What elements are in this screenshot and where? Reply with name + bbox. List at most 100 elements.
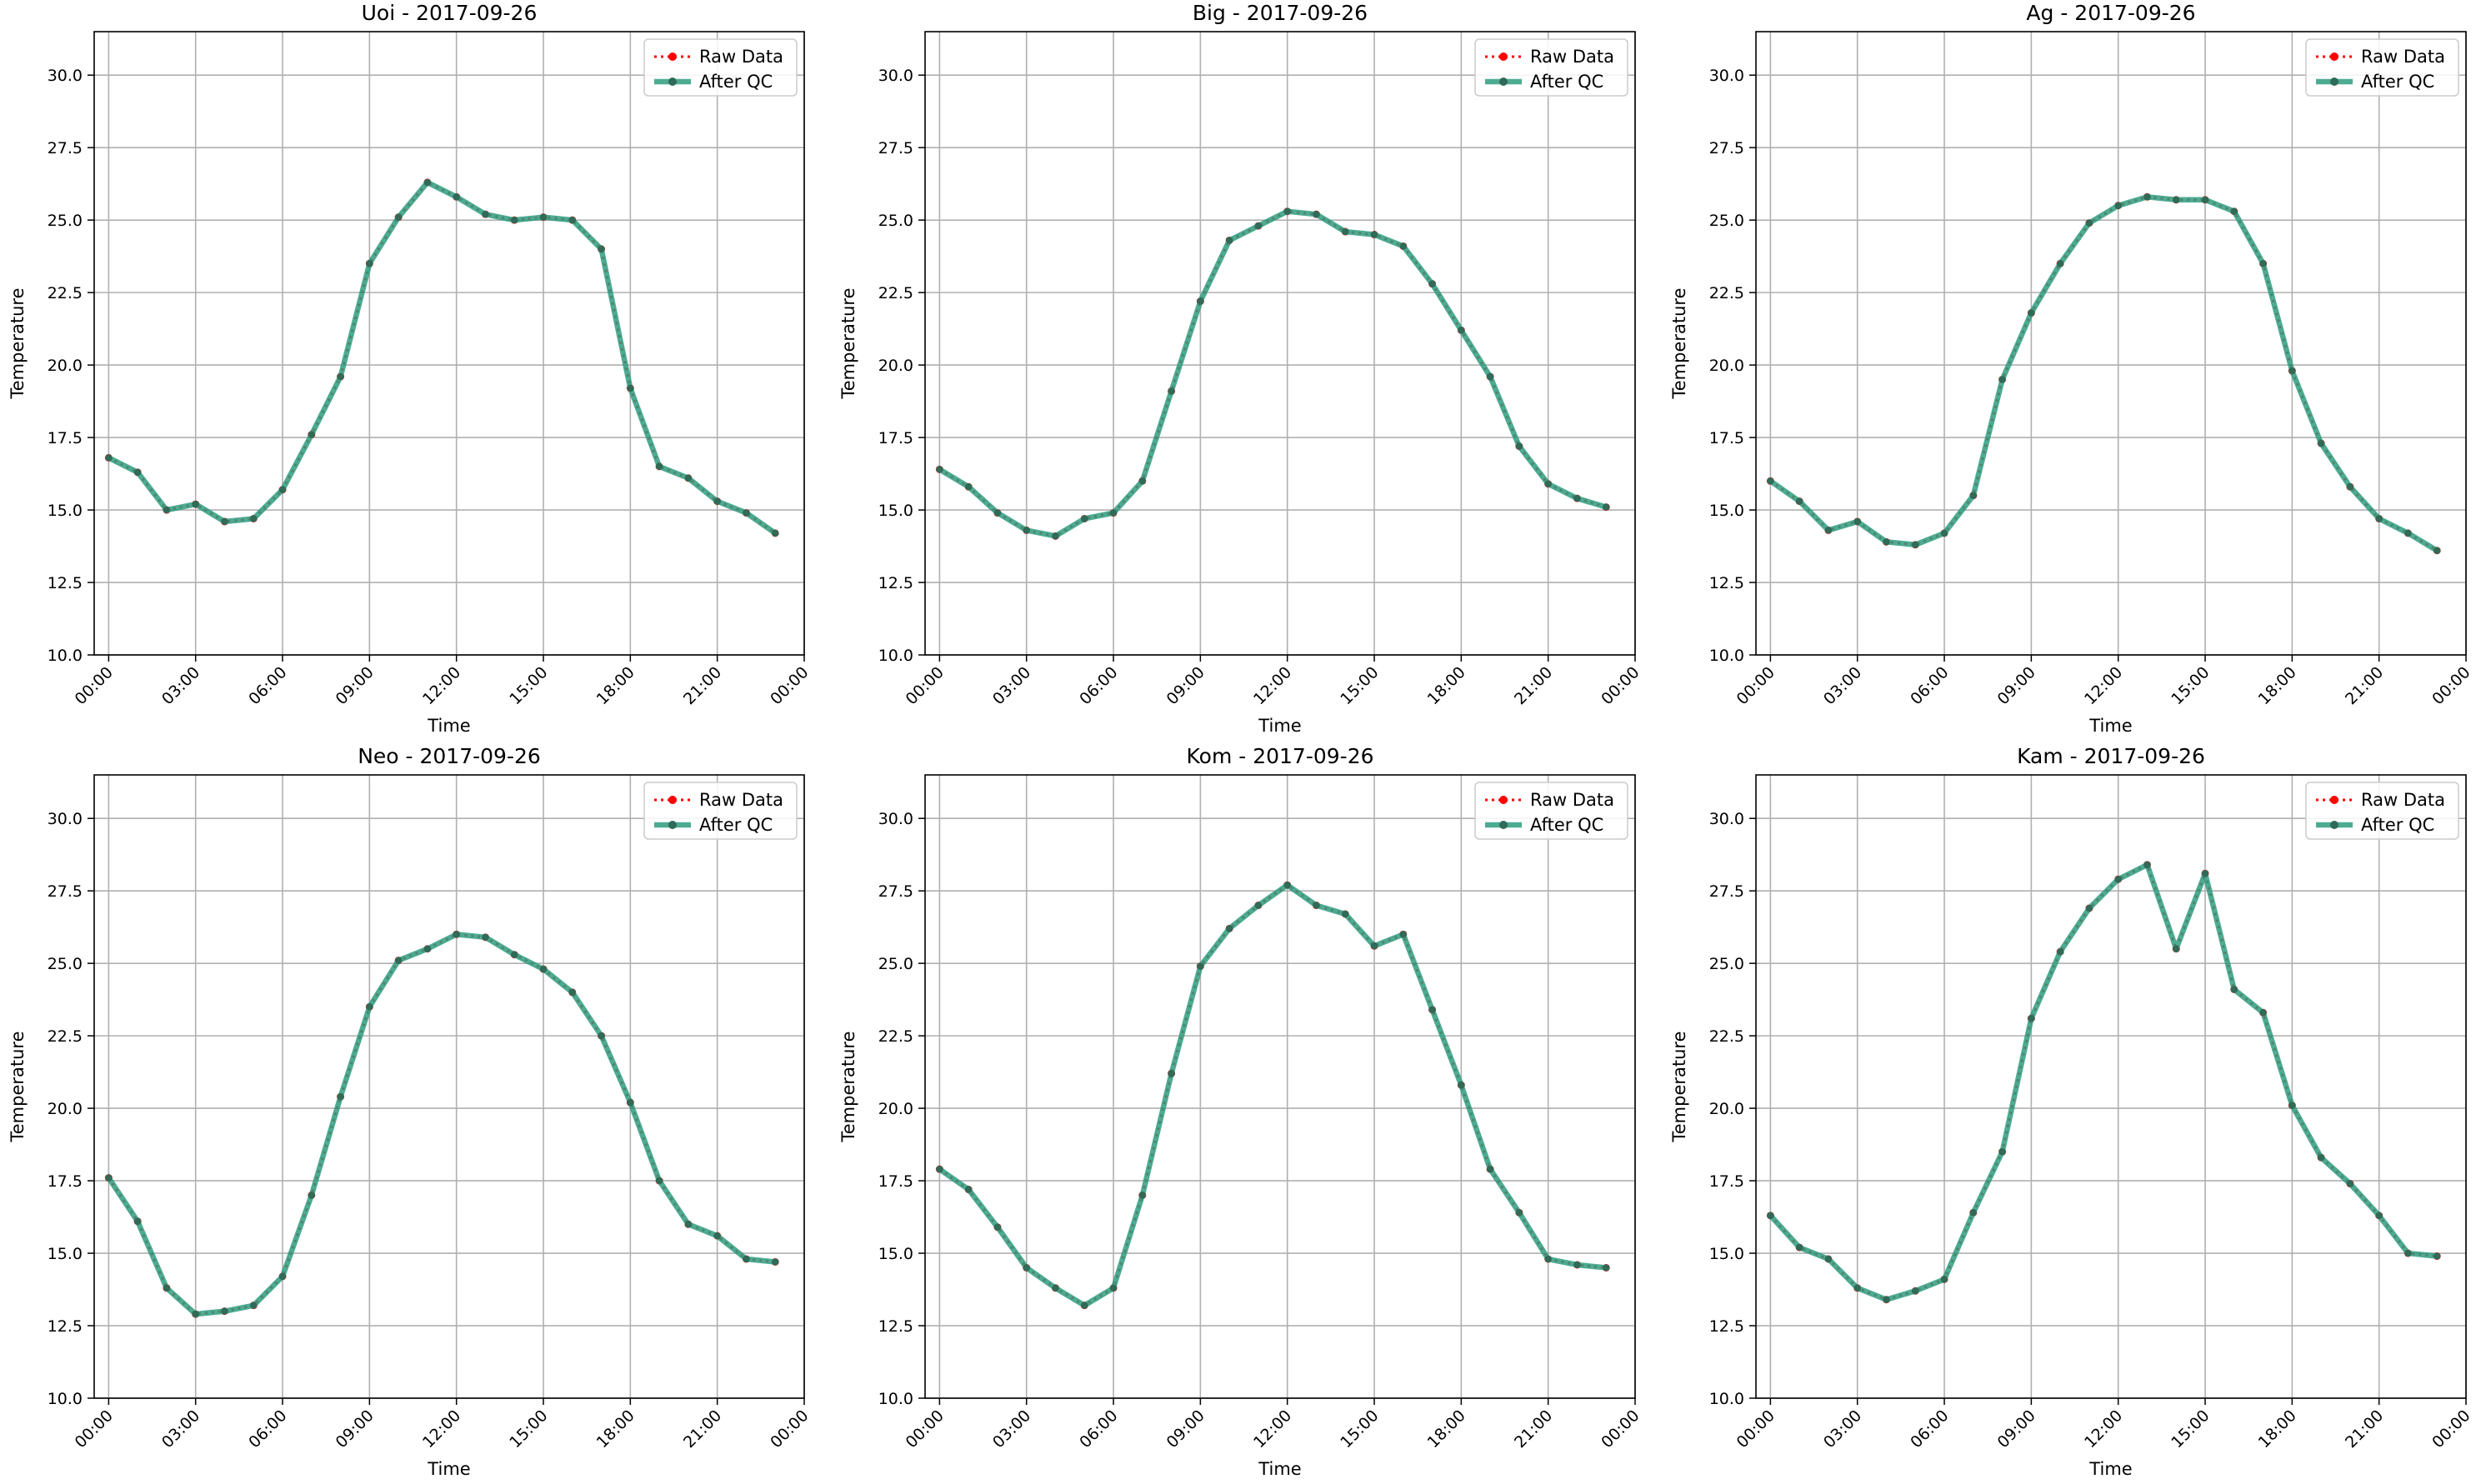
panel-5-qc-point [1515,1209,1523,1217]
panel-1-qc-point [366,260,373,267]
panel-3-xlabel: Time [2088,716,2132,736]
panel-1-legend-qc-label: After QC [699,72,773,92]
panel-3-xtick-label: 18:00 [2255,663,2300,708]
panel-5-xtick-label: 00:00 [903,1407,948,1452]
panel-1-qc-point [453,193,460,201]
panel-4-qc-point [133,1217,142,1225]
panel-2-qc-point [1225,237,1233,244]
panel-3-ytick-label: 20.0 [1709,357,1744,375]
panel-4: Neo - 2017-09-26 10.0 12.5 15.0 17.5 20.0 22.5… [8,744,813,1479]
panel-6-qc-point [1767,1212,1774,1220]
panel-1: Uoi - 2017-09-26 10.0 12.5 15.0 17.5 20.0 22.5… [8,1,813,736]
panel-4-qc-point [772,1258,779,1266]
panel-6-xtick-label: 06:00 [1907,1407,1952,1452]
panel-3-qc-point [2114,202,2122,209]
panel-3-qc-point [1998,376,2006,383]
panel-1-ytick-label: 27.5 [48,139,83,157]
panel-6-qc-point [1883,1296,1890,1303]
panel-2-ytick-label: 30.0 [878,67,913,85]
panel-4-qc-point [627,1098,634,1107]
panel-3-qc-point [1969,492,1978,499]
panel-1-legend-raw-label: Raw Data [699,47,783,67]
panel-5-qc-point [964,1186,973,1193]
panel-5-qc-point [1023,1264,1030,1272]
panel-4-ytick-label: 25.0 [48,955,83,973]
panel-6-legend-qc-marker [2330,821,2338,829]
panel-6-ytick-label: 20.0 [1709,1100,1744,1118]
panel-4-legend-qc-label: After QC [699,815,773,835]
panel-2-ytick-label: 12.5 [878,574,913,592]
panel-5-qc-point [1168,1070,1175,1077]
panel-2-xlabel: Time [1258,716,1301,736]
panel-6-qc-point [1912,1287,1919,1295]
panel-5-qc-point [1109,1284,1118,1292]
panel-5-xtick-label: 00:00 [1598,1407,1643,1452]
panel-2-xtick-label: 21:00 [1511,663,1556,708]
panel-5-xtick-label: 03:00 [989,1407,1034,1452]
panel-3-qc-point [2346,483,2354,491]
panel-4-qc-point [482,933,489,942]
panel-2-qc-point [1081,515,1088,522]
panel-2-ytick-label: 25.0 [878,212,913,230]
panel-6: Kam - 2017-09-26 10.0 12.5 15.0 17.5 20.0 22.5… [1669,744,2474,1479]
panel-3-legend: Raw Data After QC [2305,38,2459,97]
panel-6-xtick-label: 00:00 [2428,1407,2473,1452]
panel-3-ytick-label: 27.5 [1709,139,1744,157]
panel-5-legend-raw-label: Raw Data [1530,790,1614,810]
panel-5-ytick-label: 10.0 [878,1390,913,1408]
panel-6-qc-point [2346,1180,2354,1187]
panel-6-ytick-label: 30.0 [1709,810,1744,828]
panel-6-legend-raw-marker [2330,796,2338,804]
panel-1-xtick-label: 06:00 [245,663,290,708]
panel-6-qc-point [1824,1255,1833,1263]
panel-3-legend-qc-marker [2330,77,2338,86]
panel-1-qc-point [568,216,576,224]
panel-3-xtick-label: 15:00 [2168,663,2213,708]
panel-2-qc-point [1168,387,1175,395]
panel-1-ytick-label: 30.0 [48,67,83,85]
panel-3-xtick-label: 12:00 [2081,663,2126,708]
panel-3-qc-point [2230,207,2238,215]
panel-3-qc-point [2317,439,2325,447]
panel-5-raw-line [938,883,1607,1307]
panel-5-xtick-label: 15:00 [1337,1407,1382,1452]
panel-4-legend-raw-marker [668,796,677,804]
panel-2-ylabel: Temperature [838,287,858,399]
panel-1-ytick-label: 10.0 [48,647,83,665]
panel-1-ytick-label: 22.5 [48,284,83,302]
panel-4-xtick-label: 03:00 [158,1407,203,1452]
panel-5-qc-point [1544,1255,1552,1263]
panel-4-qc-point [743,1255,750,1263]
panel-4-qc-point [539,965,548,973]
panel-3-title: Ag - 2017-09-26 [2026,1,2195,25]
panel-2-ytick-label: 20.0 [878,357,913,375]
panel-3-qc-point [2433,547,2441,554]
panel-3-qc-point [2085,219,2093,227]
panel-1-qc-point [163,506,171,514]
panel-3-xtick-label: 00:00 [1733,663,1778,708]
panel-4-qc-point [598,1032,605,1040]
panel-5-ytick-label: 20.0 [878,1100,913,1118]
panel-5-qc-line [938,882,1607,1308]
panel-1-qc-line [107,179,778,536]
panel-3-qc-point [2173,196,2180,203]
panel-3-qc-point [1853,517,1861,526]
panel-6-qc-point [1853,1284,1861,1292]
panel-5-qc-point [1486,1165,1494,1173]
panel-3-qc-point [2056,260,2064,267]
panel-4-qc-point [250,1302,258,1309]
panel-2-qc-point [1254,222,1263,230]
panel-1-qc-point [337,372,344,381]
panel-3-qc-point [1912,541,1919,548]
panel-3-qc-point [1795,497,1803,505]
panel-1-ytick-label: 17.5 [48,429,83,447]
panel-2-qc-point [1052,532,1059,540]
panel-2-qc-point [1603,503,1610,511]
panel-1-qc-point [394,213,403,221]
panel-2-xtick-label: 03:00 [989,663,1034,708]
panel-5-qc-point [1370,942,1378,950]
panel-5-qc-point [1052,1284,1059,1292]
panel-6-ytick-label: 12.5 [1709,1317,1744,1336]
panel-5-qc-point [1254,902,1263,909]
panel-2-qc-point [1342,227,1349,236]
